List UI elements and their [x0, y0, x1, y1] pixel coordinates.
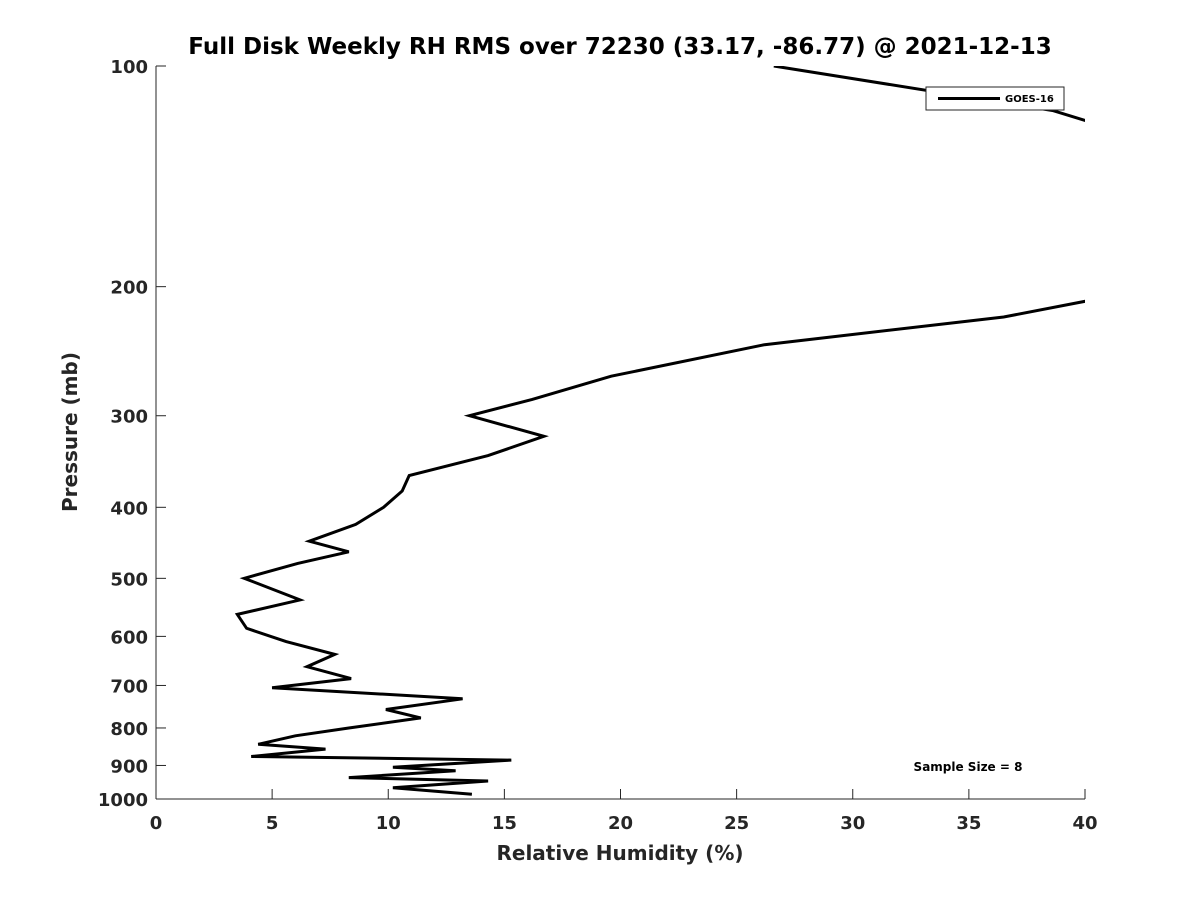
y-tick-label: 200 — [110, 278, 148, 299]
y-tick-label: 800 — [110, 719, 148, 740]
x-tick-label: 40 — [1072, 813, 1097, 834]
x-axis-label: Relative Humidity (%) — [496, 841, 743, 865]
y-tick-label: 600 — [110, 627, 148, 648]
series-layer — [234, 66, 1085, 796]
x-tick-label: 5 — [266, 813, 279, 834]
x-axis-ticks: 0 5 10 15 20 25 30 35 40 — [150, 789, 1098, 834]
y-axis-label: Pressure (mb) — [58, 352, 82, 512]
y-tick-label: 400 — [110, 498, 148, 519]
x-tick-label: 15 — [492, 813, 517, 834]
y-tick-label: 700 — [110, 676, 148, 697]
x-tick-label: 30 — [840, 813, 865, 834]
x-tick-label: 0 — [150, 813, 163, 834]
chart-title: Full Disk Weekly RH RMS over 72230 (33.1… — [188, 34, 1051, 60]
y-axis-ticks: 100 200 300 400 500 600 700 800 900 1000 — [98, 57, 166, 811]
legend: GOES-16 — [925, 86, 1065, 111]
legend-entry: GOES-16 — [1005, 94, 1054, 105]
y-tick-label: 900 — [110, 756, 148, 777]
sample-size-annotation: Sample Size = 8 — [914, 760, 1023, 774]
x-tick-label: 25 — [724, 813, 749, 834]
y-tick-label: 500 — [110, 569, 148, 590]
x-tick-label: 20 — [608, 813, 633, 834]
y-tick-label: 100 — [110, 57, 148, 78]
y-tick-label: 300 — [110, 407, 148, 428]
x-tick-label: 35 — [956, 813, 981, 834]
x-tick-label: 10 — [376, 813, 401, 834]
y-tick-label: 1000 — [98, 790, 148, 811]
series-line-goes-16 — [234, 66, 1085, 796]
